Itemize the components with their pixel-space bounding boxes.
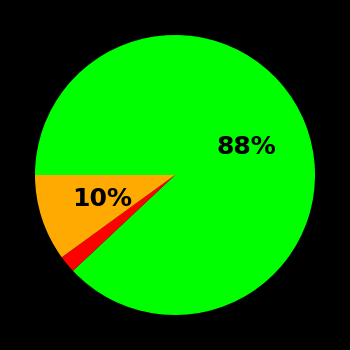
Wedge shape [62,175,175,271]
Text: 88%: 88% [217,135,276,159]
Text: 10%: 10% [72,187,132,211]
Wedge shape [35,175,175,257]
Wedge shape [35,35,315,315]
